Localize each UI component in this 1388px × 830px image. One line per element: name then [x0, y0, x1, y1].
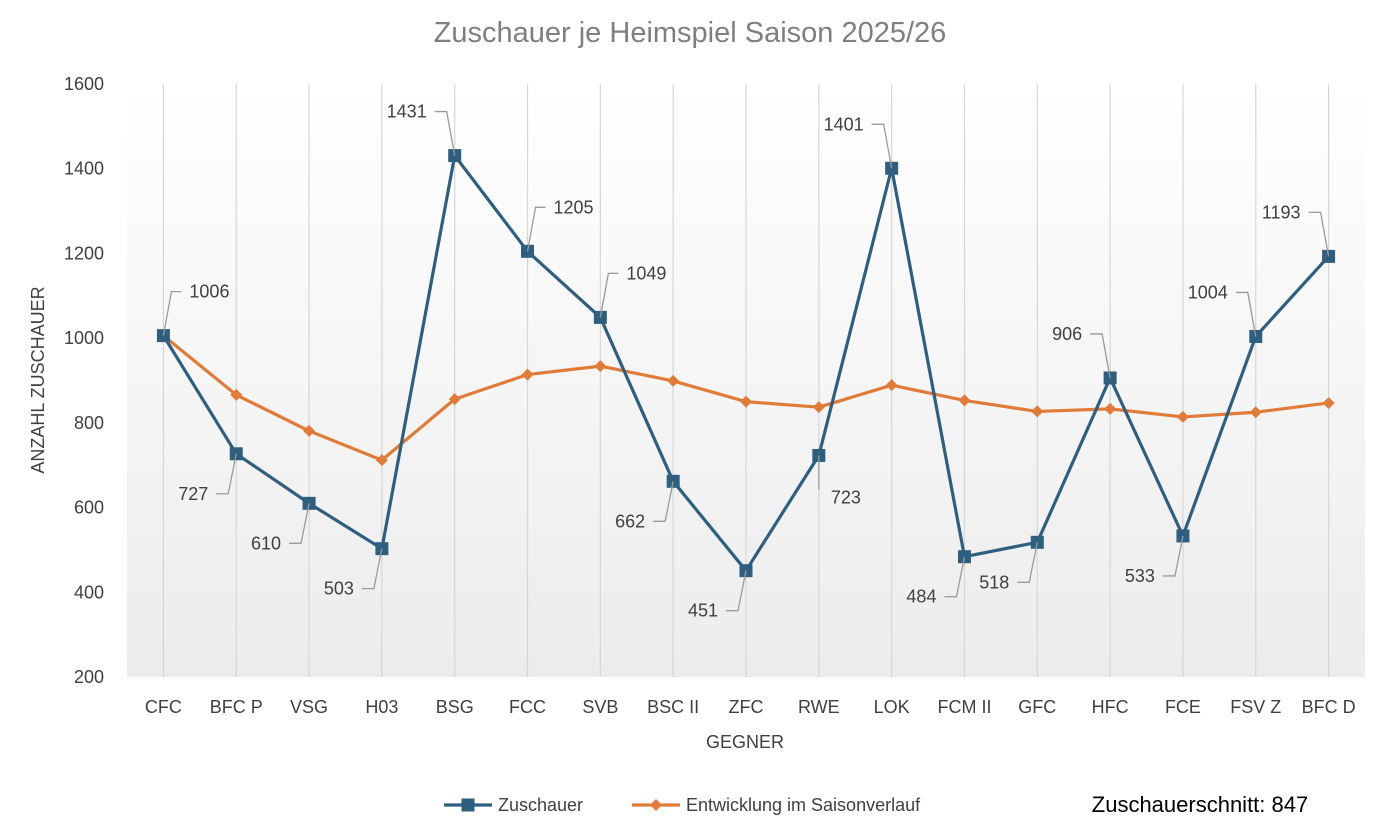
data-point-1 [1176, 410, 1189, 423]
data-label: 503 [324, 579, 354, 599]
leader-line [1235, 291, 1257, 337]
data-label: 906 [1052, 324, 1082, 344]
legend: Zuschauer Entwicklung im Saisonverlauf [444, 795, 921, 815]
data-point-1 [885, 379, 898, 392]
data-point-0 [521, 244, 535, 258]
data-point-1 [1104, 402, 1117, 415]
y-tick-label: 800 [74, 413, 104, 433]
y-tick-label: 600 [74, 498, 104, 518]
leader-line [1162, 535, 1184, 577]
x-tick-label: CFC [145, 697, 182, 717]
data-point-1 [448, 393, 461, 406]
chart-title: Zuschauer je Heimspiel Saison 2025/26 [434, 17, 947, 49]
data-point-1 [1322, 396, 1335, 409]
legend-label: Zuschauer [498, 795, 583, 815]
data-label: 1205 [554, 197, 594, 217]
leader-line [216, 453, 237, 495]
leader-line [599, 272, 619, 318]
y-axis-title: ANZAHL ZUSCHAUER [28, 286, 48, 473]
data-label: 1431 [387, 102, 427, 122]
data-label: 1006 [189, 282, 229, 302]
data-point-1 [667, 374, 680, 387]
x-tick-label: HFC [1092, 697, 1129, 717]
x-tick-label: FCC [509, 697, 546, 717]
data-label: 1004 [1188, 282, 1228, 302]
legend-swatch-marker [461, 798, 475, 812]
x-tick-label: FSV Z [1230, 697, 1281, 717]
data-label: 1193 [1262, 202, 1301, 222]
data-point-1 [1249, 406, 1262, 419]
legend-swatch-marker [650, 799, 662, 811]
x-tick-label: BFC P [210, 697, 263, 717]
data-label: 1049 [626, 263, 666, 283]
x-tick-label: RWE [798, 697, 840, 717]
data-label: 662 [615, 511, 645, 531]
data-point-1 [521, 368, 534, 381]
leader-line [653, 481, 674, 522]
y-tick-label: 1200 [64, 243, 104, 263]
data-label: 451 [688, 601, 718, 621]
data-label: 723 [831, 487, 861, 507]
leader-line [526, 206, 546, 252]
data-label: 1401 [824, 114, 864, 134]
data-labels: 1006 727 610 503 1431 1205 1049 662 451 723 1401 48… [162, 102, 1330, 621]
leader-line [162, 290, 182, 336]
data-label: 727 [178, 484, 208, 504]
data-label: 533 [1125, 566, 1155, 586]
x-tick-label: BFC D [1302, 697, 1356, 717]
leader-line [1017, 542, 1038, 583]
x-tick-label: GFC [1018, 697, 1056, 717]
leader-line [361, 548, 383, 590]
data-point-1 [594, 360, 607, 373]
data-label: 610 [251, 533, 281, 553]
leader-line [944, 556, 966, 598]
x-axis-title: GEGNER [706, 732, 784, 752]
data-point-1 [958, 394, 971, 407]
leader-line [289, 503, 310, 544]
data-point-1 [1031, 405, 1044, 418]
y-tick-label: 1600 [64, 74, 104, 94]
data-point-1 [375, 454, 388, 467]
data-point-1 [812, 401, 825, 414]
data-point-1 [740, 395, 752, 408]
x-tick-label: SVB [582, 697, 618, 717]
x-tick-label: VSG [290, 697, 328, 717]
leader-line [434, 110, 456, 156]
x-axis-ticks: CFC BFC P VSG H03 BSG FCC SVB BSC II ZFC RWE LOK FC… [145, 697, 1356, 717]
y-tick-label: 400 [74, 582, 104, 602]
x-tick-label: FCM II [937, 697, 991, 717]
x-tick-label: H03 [365, 697, 398, 717]
leader-line [871, 123, 893, 169]
x-tick-label: ZFC [729, 697, 764, 717]
data-label: 484 [906, 587, 936, 607]
data-point-1 [230, 388, 243, 401]
y-tick-label: 1000 [64, 328, 104, 348]
legend-label: Entwicklung im Saisonverlauf [686, 795, 921, 815]
data-point-1 [303, 424, 316, 437]
x-tick-label: BSG [436, 697, 474, 717]
y-tick-label: 200 [74, 667, 104, 687]
y-tick-label: 1400 [64, 159, 104, 179]
x-tick-label: BSC II [647, 697, 699, 717]
x-tick-label: LOK [874, 697, 910, 717]
y-axis-ticks: 200 400 600 800 1000 1200 1400 1600 [64, 74, 104, 687]
leader-line [1090, 333, 1111, 379]
x-tick-label: FCE [1165, 697, 1201, 717]
data-label: 518 [979, 572, 1009, 592]
average-annotation: Zuschauerschnitt: 847 [1092, 792, 1308, 817]
leader-line [726, 570, 747, 612]
leader-line [1308, 211, 1330, 257]
